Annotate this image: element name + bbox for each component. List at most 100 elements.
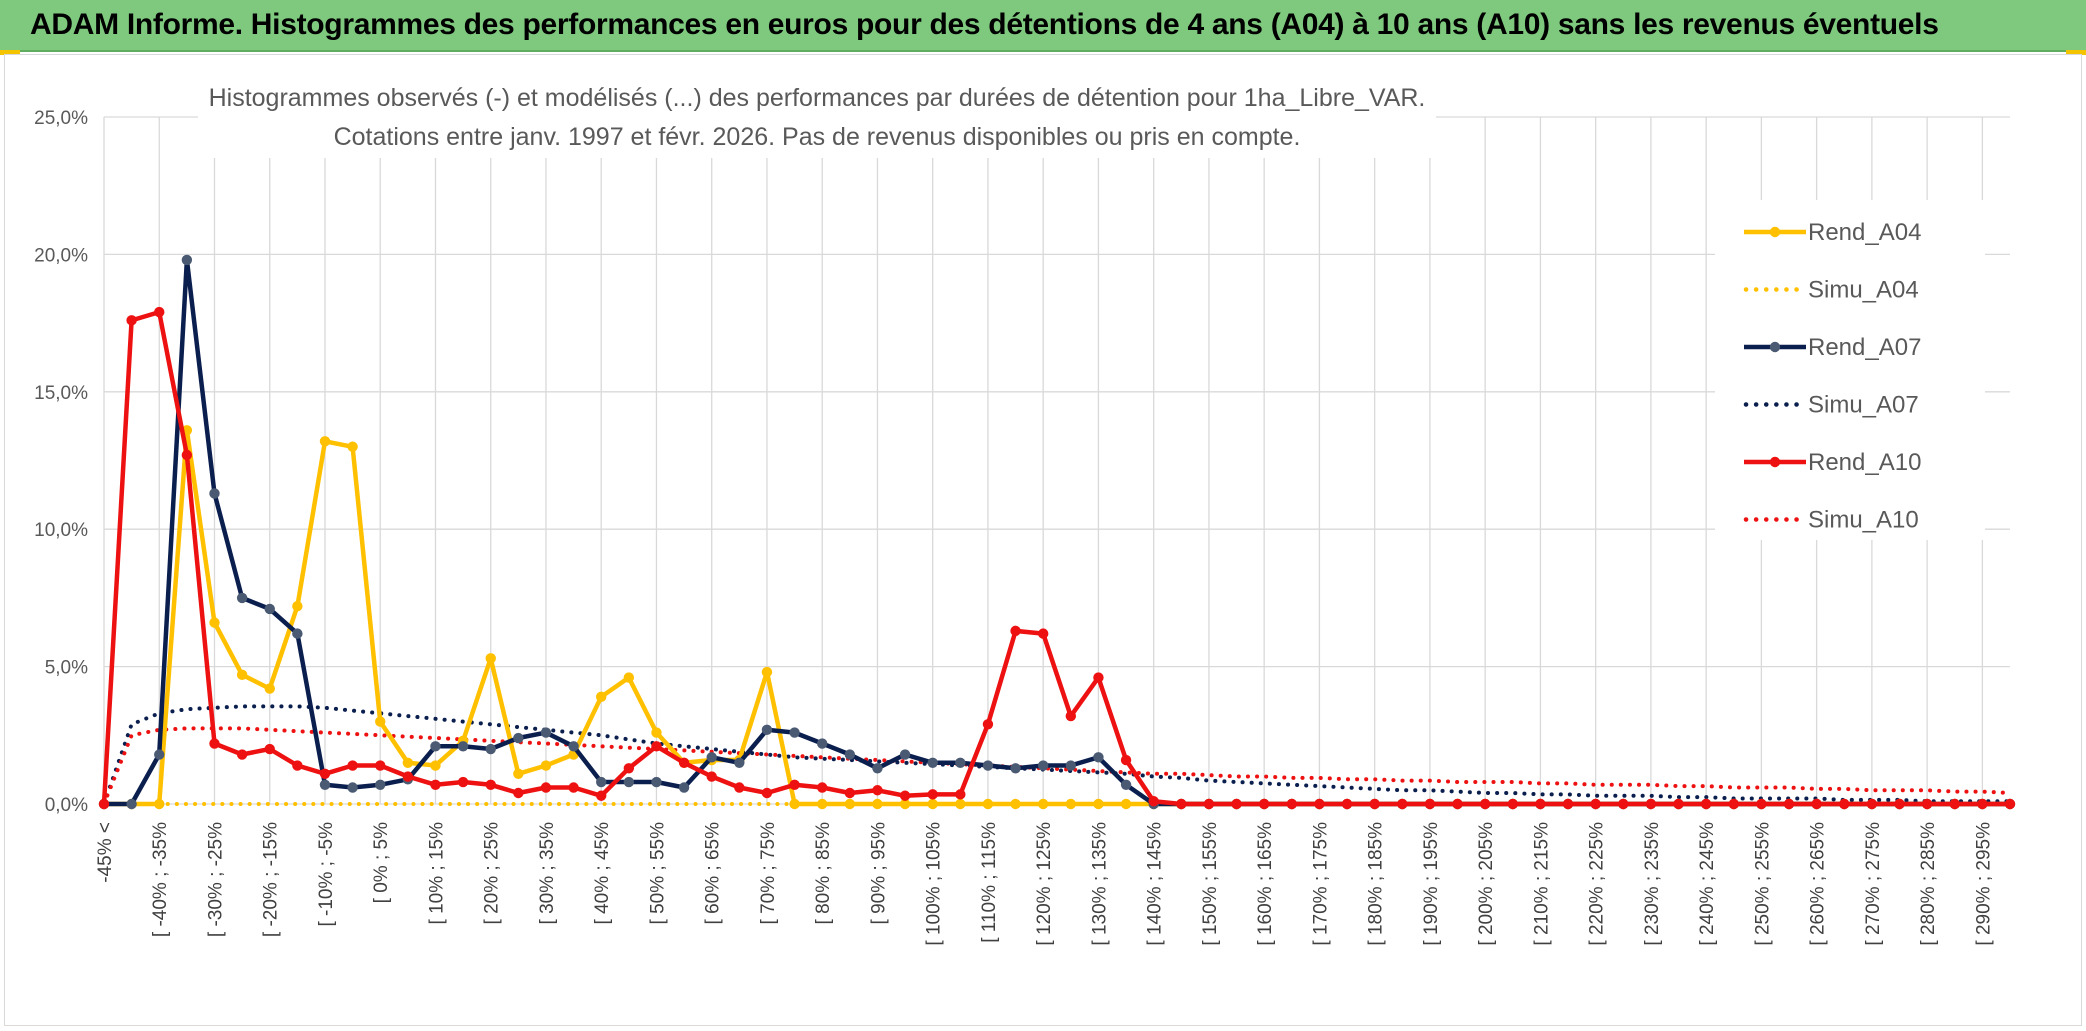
data-point (1397, 798, 1408, 810)
data-point (402, 771, 414, 782)
x-tick-label: [ 200% ; 205% (1476, 822, 1497, 946)
data-point (1369, 798, 1380, 810)
data-point (706, 771, 717, 782)
series-rend-a10 (98, 306, 2016, 810)
data-point (623, 776, 635, 788)
data-point (1065, 710, 1077, 722)
data-point (1756, 798, 1767, 810)
data-point (1176, 798, 1187, 810)
data-point (1093, 672, 1104, 683)
x-tick-label: [ 10% ; 15% (426, 822, 447, 925)
data-point (347, 782, 358, 793)
data-point (209, 738, 220, 749)
data-point (430, 760, 441, 771)
data-point (872, 785, 883, 796)
y-tick-label: 0,0% (45, 795, 88, 816)
x-tick-label: [ 70% ; 75% (758, 822, 779, 925)
data-point (1148, 796, 1159, 807)
legend-marker (1769, 341, 1781, 353)
data-point (1010, 625, 1021, 637)
data-point (623, 763, 635, 774)
plot-area (98, 254, 2016, 810)
data-point (678, 757, 690, 768)
data-point (623, 672, 635, 683)
data-point (872, 798, 883, 810)
data-point (236, 592, 248, 604)
data-point (1314, 798, 1325, 810)
data-point (1700, 798, 1712, 810)
data-point (264, 743, 275, 755)
data-point (347, 441, 358, 452)
x-tick-label: [ 170% ; 175% (1310, 822, 1331, 946)
data-point (844, 787, 856, 799)
chart-title: Histogrammes observés (-) et modélisés (… (198, 76, 1436, 158)
legend-label: Rend_A04 (1808, 219, 1921, 246)
data-point (264, 603, 275, 615)
chart-frame (4, 54, 2082, 1026)
x-tick-label: [ 100% ; 105% (924, 822, 945, 946)
data-point (734, 782, 745, 793)
x-tick-label: [ 150% ; 155% (1200, 822, 1221, 946)
data-point (1286, 798, 1297, 810)
data-point (347, 760, 358, 771)
data-point (817, 782, 828, 793)
data-point (568, 741, 579, 752)
data-point (1424, 798, 1436, 810)
data-point (817, 798, 828, 810)
data-point (927, 757, 938, 768)
y-tick-label: 10,0% (34, 520, 88, 541)
data-point (927, 789, 938, 800)
x-tick-label: [ 40% ; 45% (592, 822, 613, 925)
data-point (1258, 798, 1270, 810)
x-tick-label: [ 280% ; 285% (1918, 822, 1939, 946)
data-point (1590, 798, 1601, 810)
data-point (540, 782, 552, 793)
x-tick-label: [ 20% ; 25% (482, 822, 503, 925)
data-point (955, 798, 966, 810)
data-point (154, 306, 165, 318)
data-point (1783, 798, 1795, 810)
data-point (264, 683, 275, 694)
data-point (2004, 798, 2016, 810)
data-point (1618, 798, 1629, 810)
data-point (596, 776, 607, 788)
data-point (872, 763, 883, 774)
data-point (209, 617, 220, 628)
x-tick-label: [ 190% ; 195% (1421, 822, 1442, 946)
data-point (236, 749, 248, 760)
data-point (485, 743, 496, 755)
data-point (678, 782, 690, 793)
x-tick-label: [ 30% ; 35% (537, 822, 558, 925)
legend-item-rend-a04: Rend_A04 (1744, 219, 1921, 246)
data-point (596, 790, 607, 801)
data-point (899, 798, 911, 810)
x-tick-label: [ 290% ; 295% (1973, 822, 1994, 946)
legend-item-simu-a04: Simu_A04 (1743, 277, 1919, 304)
data-point (375, 779, 386, 790)
x-tick-label: [ 180% ; 185% (1366, 822, 1387, 946)
data-point (789, 798, 800, 810)
data-point (1977, 798, 1988, 810)
data-point (375, 716, 386, 727)
x-tick-label: [ 210% ; 215% (1531, 822, 1552, 946)
legend-background (1715, 200, 1985, 540)
data-point (1507, 798, 1518, 810)
data-point (651, 776, 662, 788)
x-tick-label: [ 140% ; 145% (1145, 822, 1166, 946)
data-point (154, 798, 165, 810)
data-point (899, 790, 911, 801)
data-point (761, 724, 773, 736)
x-tick-label: [ -20% ; -15% (261, 822, 282, 937)
data-point (402, 757, 414, 768)
report-banner: ADAM Informe. Histogrammes des performan… (0, 0, 2086, 52)
x-tick-label: [ -40% ; -35% (150, 822, 171, 937)
x-tick-label: -45% < (95, 822, 116, 883)
data-point (1811, 798, 1822, 810)
data-point (789, 727, 800, 738)
legend: Rend_A04 Simu_A04 Rend_A07 Simu_A07 Rend_A10… (1715, 200, 1985, 540)
data-point (1645, 798, 1657, 810)
data-point (1673, 798, 1684, 810)
x-tick-label: [ 110% ; 115% (979, 822, 1000, 943)
data-point (292, 600, 303, 612)
